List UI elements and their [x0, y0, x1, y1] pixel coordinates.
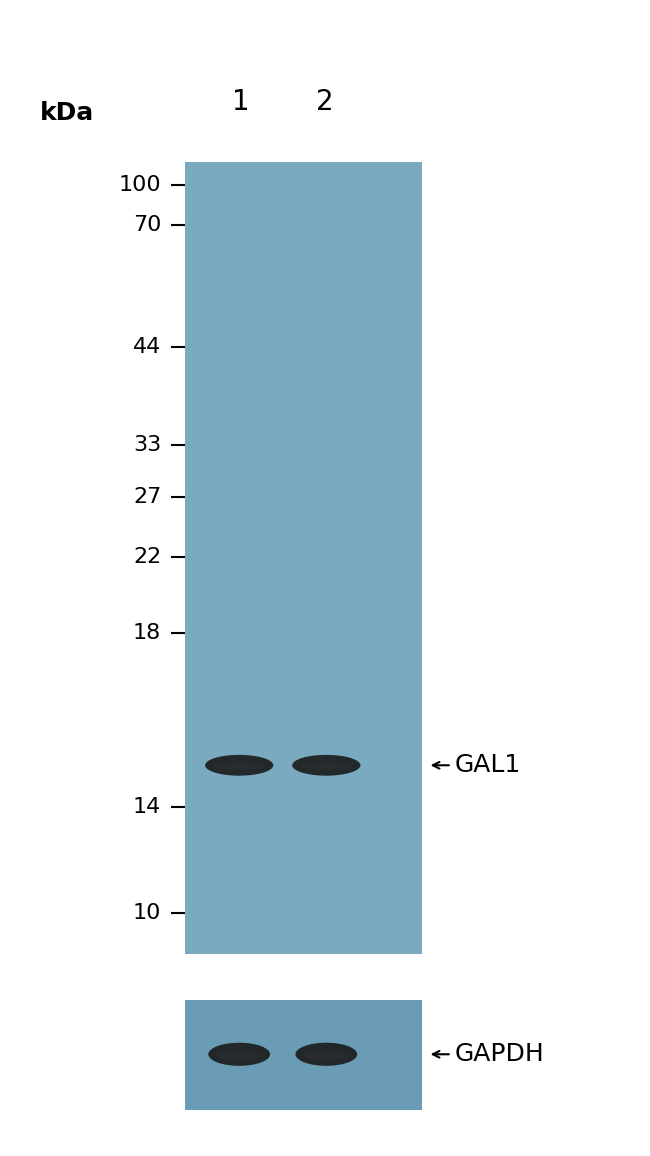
Ellipse shape [214, 763, 265, 770]
Bar [185, 162, 422, 954]
Ellipse shape [216, 1052, 263, 1059]
Text: kDa: kDa [40, 101, 94, 125]
Ellipse shape [303, 1052, 350, 1059]
Ellipse shape [301, 763, 352, 770]
Text: 18: 18 [133, 623, 161, 644]
Text: 14: 14 [133, 796, 161, 817]
Text: 33: 33 [133, 435, 161, 455]
Ellipse shape [205, 755, 273, 776]
Ellipse shape [208, 1043, 270, 1066]
Text: 2: 2 [316, 88, 334, 116]
Ellipse shape [295, 1043, 358, 1066]
Ellipse shape [292, 755, 360, 776]
Text: GAL1: GAL1 [455, 754, 521, 777]
Text: 22: 22 [133, 547, 161, 568]
Text: 100: 100 [118, 175, 161, 195]
Bar [185, 1000, 422, 1110]
Text: 27: 27 [133, 487, 161, 507]
Text: 44: 44 [133, 336, 161, 357]
Text: 70: 70 [133, 215, 161, 236]
Text: GAPDH: GAPDH [455, 1043, 545, 1066]
Text: 10: 10 [133, 903, 161, 924]
Text: 1: 1 [231, 88, 250, 116]
